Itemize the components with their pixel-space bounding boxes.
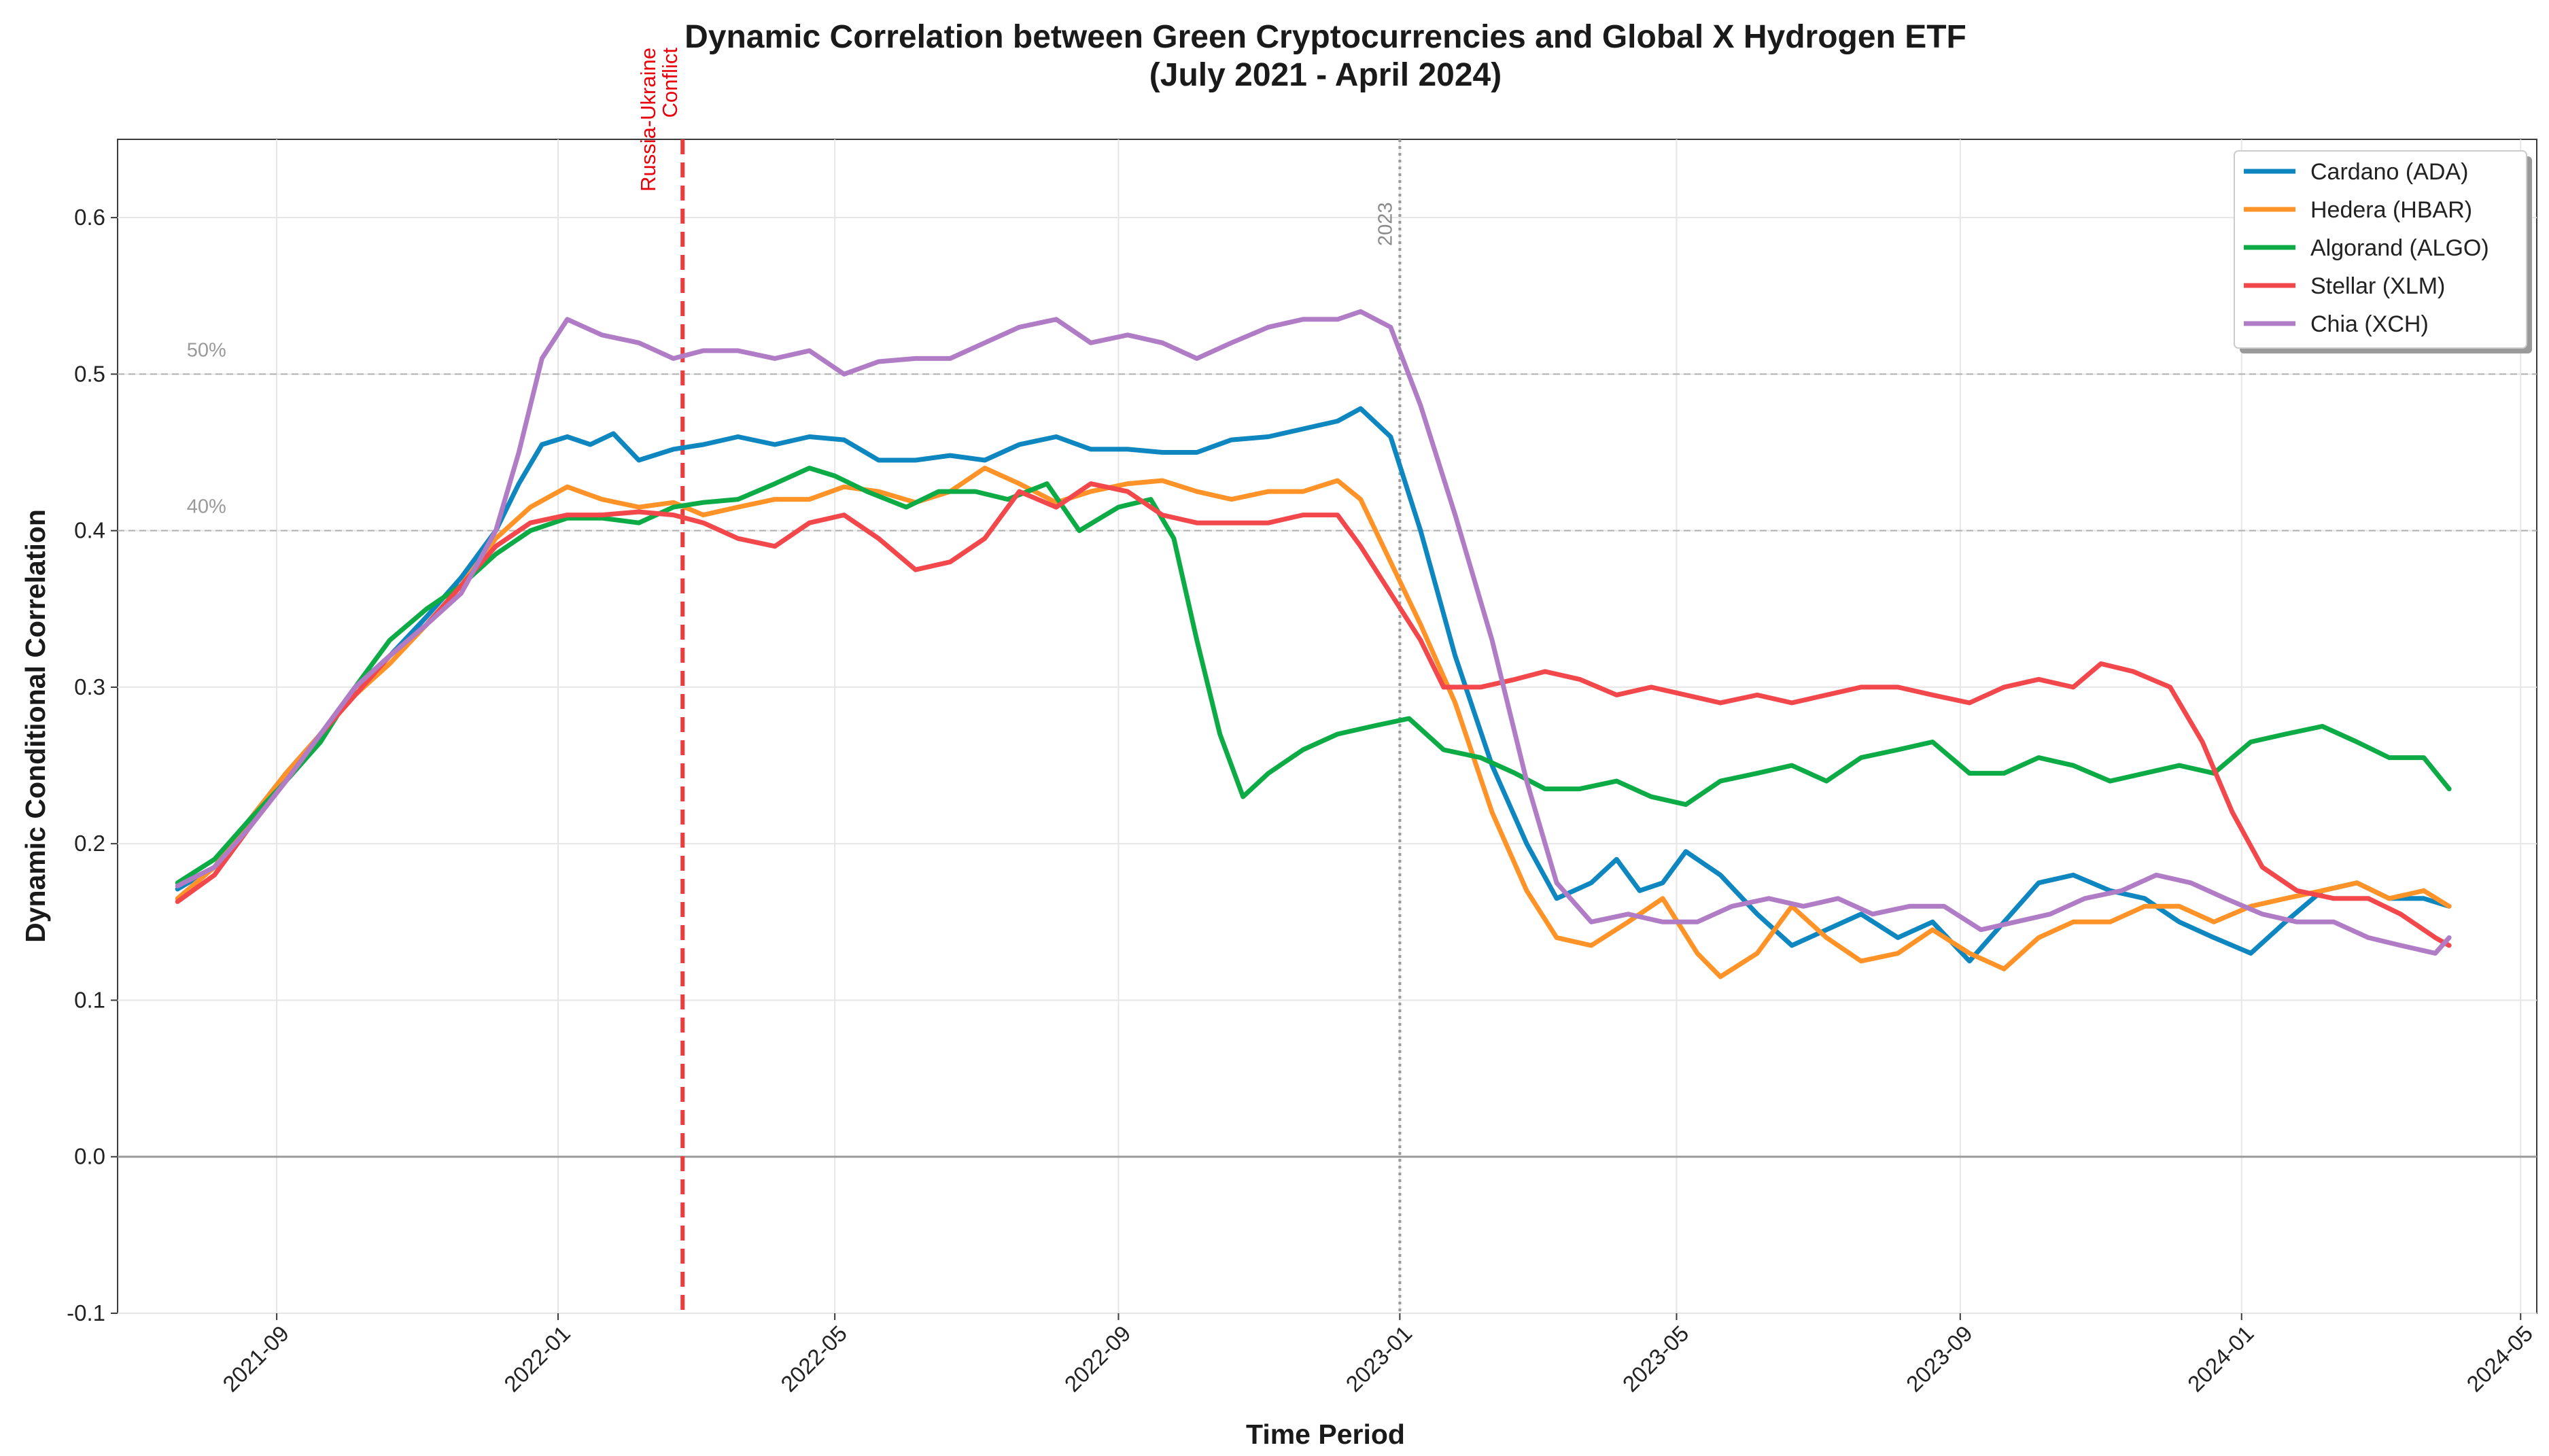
y-tick-label: 0.1 (74, 987, 105, 1012)
chart-title: Dynamic Correlation between Green Crypto… (684, 19, 1966, 55)
threshold-label: 50% (187, 339, 226, 361)
legend-entry: Stellar (XLM) (2310, 273, 2445, 299)
conflict-annotation: Conflict (658, 48, 682, 118)
legend-entry: Chia (XCH) (2310, 311, 2429, 337)
series-line-algorand-algo (175, 466, 2452, 886)
legend-box (2234, 150, 2527, 349)
y-tick-label: 0.5 (74, 361, 105, 386)
chart-subtitle: (July 2021 - April 2024) (1149, 57, 1502, 93)
series-line-chia-xch (175, 309, 2452, 956)
conflict-annotation: Russia-Ukraine (636, 48, 660, 192)
threshold-label: 40% (187, 496, 226, 518)
y-tick-label: 0.4 (74, 518, 105, 543)
year-annotation: 2023 (1374, 202, 1396, 246)
legend-entry: Cardano (ADA) (2310, 159, 2468, 185)
series-line-cardano-ada (175, 406, 2452, 964)
y-tick-label: -0.1 (67, 1300, 105, 1325)
y-tick-label: 0.6 (74, 205, 105, 230)
x-axis-label: Time Period (1246, 1419, 1405, 1450)
plot-frame (117, 139, 2537, 1314)
y-tick-label: 0.2 (74, 831, 105, 856)
y-tick-label: 0.3 (74, 674, 105, 699)
legend-entry: Hedera (HBAR) (2310, 197, 2472, 223)
series-line-stellar-xlm (175, 481, 2452, 948)
series-line-hedera-hbar (175, 466, 2452, 980)
legend-entry: Algorand (ALGO) (2310, 235, 2489, 261)
y-axis-label: Dynamic Conditional Correlation (20, 509, 51, 943)
y-tick-label: 0.0 (74, 1144, 105, 1169)
